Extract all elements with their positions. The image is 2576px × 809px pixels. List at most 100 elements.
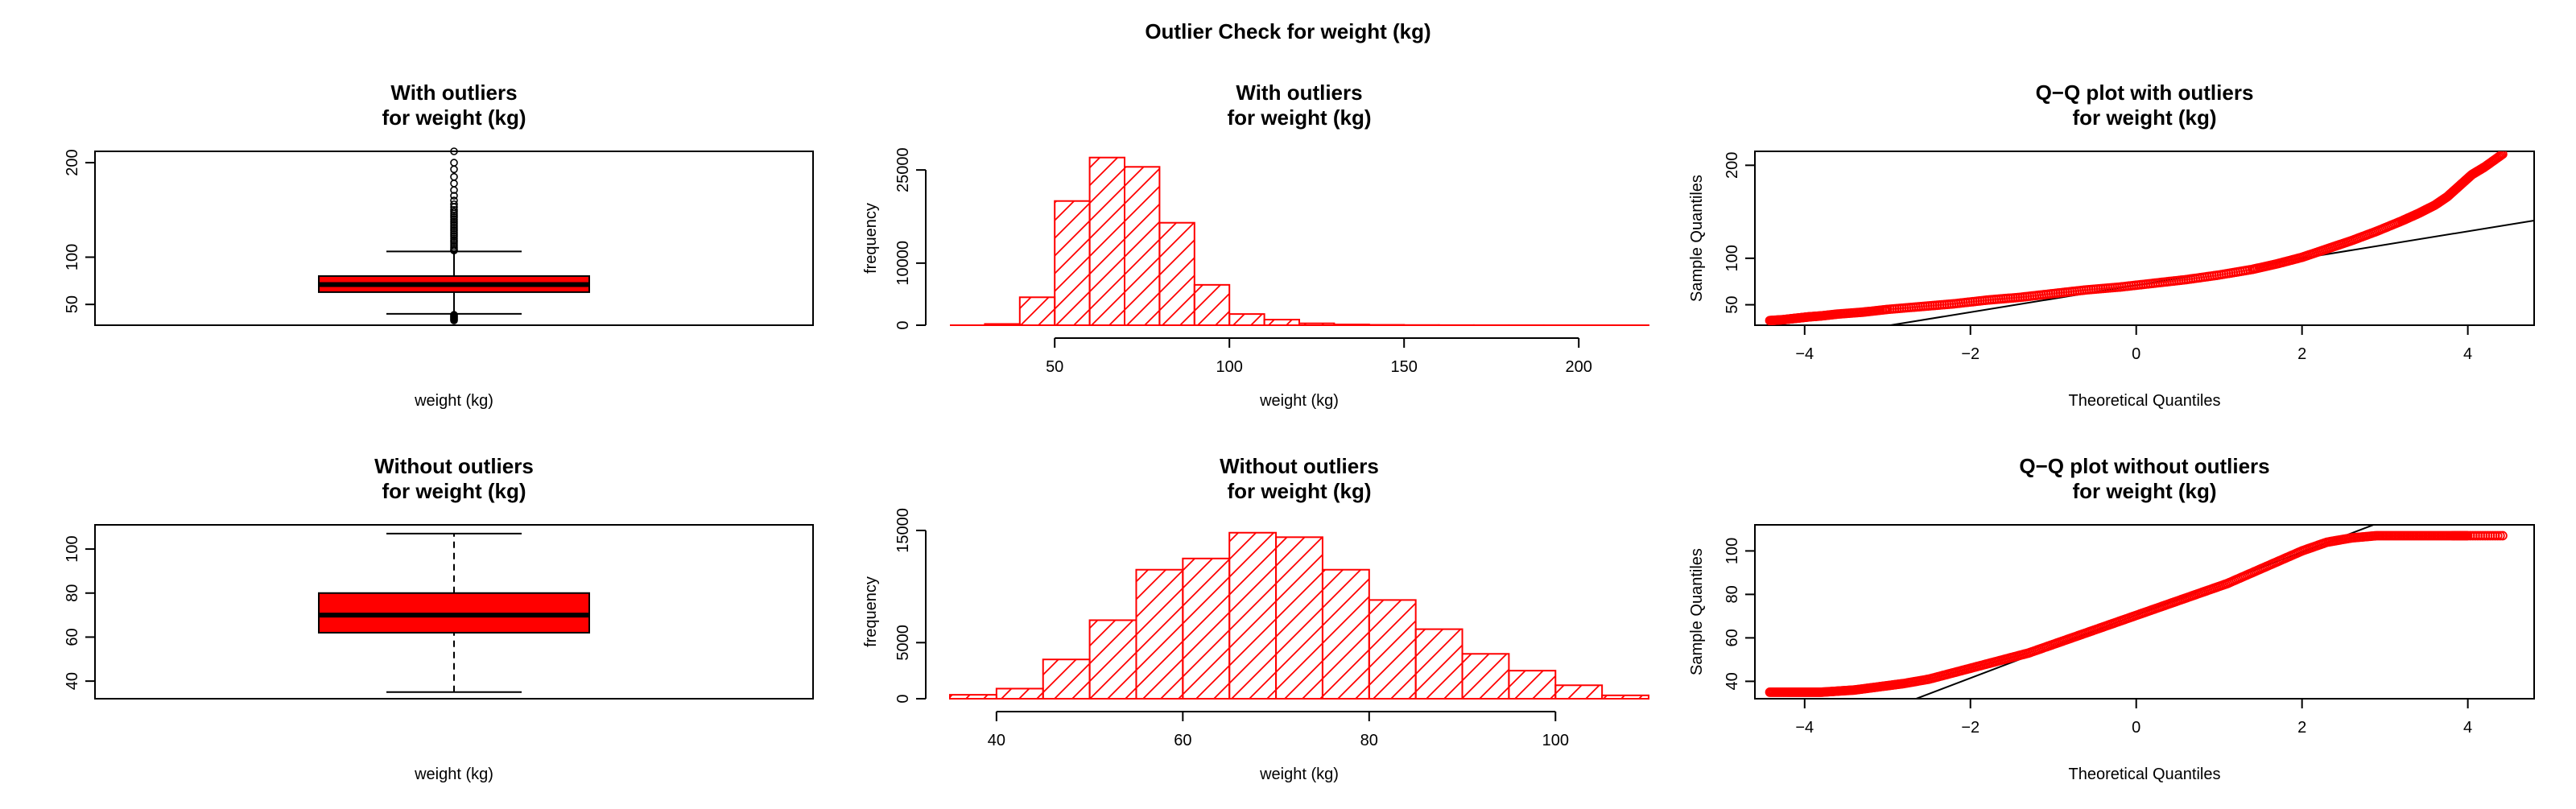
- y-tick-label: 80: [64, 584, 81, 602]
- page-title: Outlier Check for weight (kg): [1145, 19, 1430, 43]
- x-tick-label: −4: [1795, 719, 1814, 737]
- box-outlier-point: [451, 159, 457, 166]
- hist-bar: [1229, 533, 1276, 699]
- box-outlier-point: [451, 174, 457, 180]
- hist-bar: [1090, 620, 1137, 699]
- y-tick-label: 100: [64, 535, 81, 562]
- hist-bar: [1463, 654, 1509, 699]
- y-tick-label: 60: [1724, 629, 1741, 646]
- y-axis-label: Sample Quantiles: [1688, 548, 1706, 675]
- x-tick-label: 50: [1046, 358, 1063, 376]
- y-tick-label: 80: [1724, 585, 1741, 603]
- panel-title-line: With outliers: [390, 80, 517, 105]
- x-axis-label: Theoretical Quantiles: [2069, 766, 2221, 783]
- x-tick-label: 60: [1174, 732, 1191, 749]
- x-tick-label: −2: [1961, 719, 1979, 737]
- hist-bar: [1299, 324, 1334, 325]
- panel-title-line: for weight (kg): [1227, 105, 1371, 130]
- hist-bar: [1125, 167, 1159, 325]
- y-tick-label: 100: [1724, 538, 1741, 564]
- panel-title-line: Without outliers: [374, 454, 534, 478]
- hist-bar: [1369, 600, 1416, 699]
- x-tick-label: 4: [2463, 719, 2472, 737]
- x-axis-label: weight (kg): [414, 766, 493, 783]
- hist-bar: [1555, 685, 1602, 699]
- plot-frame: [1755, 151, 2534, 325]
- y-tick-label: 0: [894, 320, 912, 329]
- x-tick-label: −2: [1961, 345, 1979, 363]
- x-axis-label: Theoretical Quantiles: [2069, 392, 2221, 410]
- hist-bar: [1276, 537, 1323, 699]
- y-axis-label: frequency: [862, 203, 880, 274]
- hist-bar: [1416, 629, 1463, 699]
- hist-bar: [1229, 314, 1264, 325]
- panel-title-line: Without outliers: [1220, 454, 1379, 478]
- x-tick-label: 150: [1391, 358, 1418, 376]
- panel-title-line: With outliers: [1236, 80, 1362, 105]
- x-tick-label: −4: [1795, 345, 1814, 363]
- panel-title-line: Q−Q plot with outliers: [2036, 80, 2254, 105]
- hist-bar: [1159, 223, 1194, 325]
- x-tick-label: 4: [2463, 345, 2472, 363]
- box-outlier-point: [451, 180, 457, 187]
- x-tick-label: 40: [988, 732, 1005, 749]
- y-axis-label: frequency: [862, 576, 880, 647]
- y-tick-label: 60: [64, 628, 81, 646]
- y-axis-label: Sample Quantiles: [1688, 175, 1706, 302]
- hist-bar: [1602, 695, 1649, 699]
- y-tick-label: 50: [1724, 295, 1741, 313]
- x-tick-label: 2: [2297, 719, 2306, 737]
- y-tick-label: 25000: [894, 147, 912, 192]
- x-tick-label: 2: [2297, 345, 2306, 363]
- x-tick-label: 0: [2132, 719, 2140, 737]
- hist-bar: [1055, 201, 1089, 325]
- panel-title-line: for weight (kg): [1227, 479, 1371, 503]
- y-tick-label: 15000: [894, 508, 912, 553]
- x-tick-label: 0: [2132, 345, 2140, 363]
- hist-bar: [1334, 324, 1368, 325]
- y-tick-label: 10000: [894, 241, 912, 286]
- x-tick-label: 100: [1542, 732, 1569, 749]
- y-tick-label: 50: [64, 295, 81, 313]
- y-tick-label: 200: [1724, 152, 1741, 179]
- hist-bar: [1509, 671, 1555, 699]
- y-tick-label: 40: [1724, 672, 1741, 690]
- hist-bar: [1195, 285, 1229, 325]
- x-axis-label: weight (kg): [414, 392, 493, 410]
- panel-title-line: for weight (kg): [2072, 105, 2216, 130]
- hist-bar: [997, 688, 1043, 699]
- panel-title-line: Q−Q plot without outliers: [2019, 454, 2269, 478]
- x-tick-label: 80: [1360, 732, 1378, 749]
- x-axis-label: weight (kg): [1259, 766, 1339, 783]
- hist-bar: [1265, 320, 1299, 325]
- x-tick-label: 200: [1566, 358, 1592, 376]
- y-tick-label: 100: [64, 244, 81, 270]
- hist-bar: [1323, 570, 1369, 699]
- hist-bar: [1020, 297, 1055, 325]
- hist-bar: [985, 324, 1019, 325]
- y-tick-label: 0: [894, 694, 912, 703]
- hist-bar: [1043, 659, 1090, 699]
- y-tick-label: 200: [64, 149, 81, 175]
- y-tick-label: 5000: [894, 625, 912, 661]
- hist-bar: [1136, 570, 1183, 699]
- panel-title-line: for weight (kg): [382, 105, 526, 130]
- x-axis-label: weight (kg): [1259, 392, 1339, 410]
- x-tick-label: 100: [1216, 358, 1243, 376]
- box-outlier-point: [451, 166, 457, 172]
- hist-bar: [950, 695, 997, 699]
- y-tick-label: 100: [1724, 245, 1741, 271]
- hist-bar: [1090, 158, 1125, 325]
- hist-bar: [1183, 559, 1229, 699]
- panel-title-line: for weight (kg): [382, 479, 526, 503]
- y-tick-label: 40: [64, 672, 81, 690]
- panel-title-line: for weight (kg): [2072, 479, 2216, 503]
